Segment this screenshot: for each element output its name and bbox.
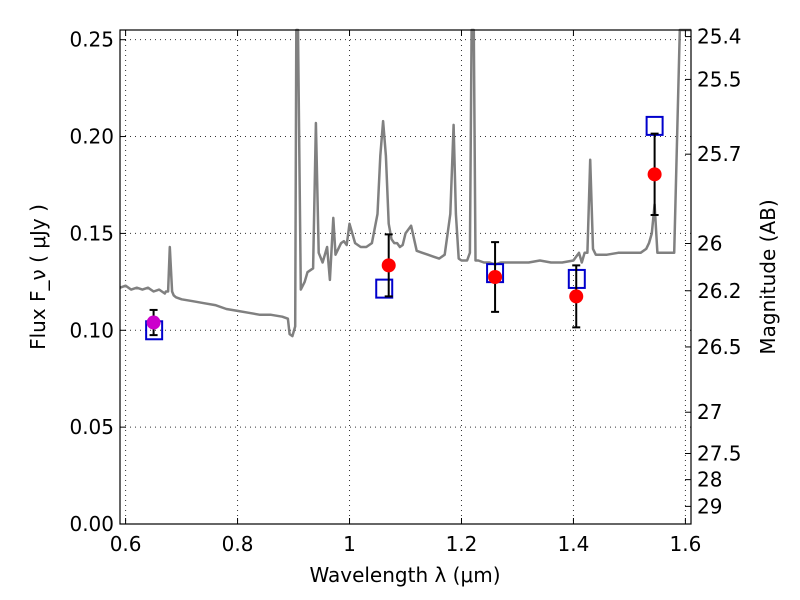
y-tick-label: 0.10 (69, 318, 114, 342)
observed-flux-point (146, 315, 161, 330)
x-tick-labels: 0.6 0.8 1 1.2 1.4 1.6 (110, 532, 702, 556)
model-spectrum-line (119, 28, 691, 338)
markers-layer (145, 115, 664, 341)
observed-flux-point (647, 167, 662, 182)
y-tick-labels: 0.00 0.05 0.10 0.15 0.20 0.25 (69, 28, 114, 536)
x-tick-label: 0.8 (222, 532, 254, 556)
right-tick-label: 28 (697, 468, 722, 492)
x-tick-label: 1.2 (446, 532, 478, 556)
x-tick-label: 1 (343, 532, 356, 556)
gridlines (120, 30, 691, 525)
model-flux-square (645, 115, 664, 136)
right-tick-label: 25.7 (697, 142, 742, 166)
right-tick-label: 25.5 (697, 67, 742, 91)
right-tick-label: 25.4 (697, 25, 742, 49)
x-axis-label: Wavelength λ (μm) (309, 563, 500, 587)
observed-flux-point (569, 289, 584, 304)
right-tick-label: 27 (697, 400, 722, 424)
axis-ticks (120, 30, 691, 525)
plot-frame (119, 29, 692, 525)
observed-flux-point (381, 258, 396, 273)
y-tick-label: 0.25 (69, 28, 114, 52)
x-tick-label: 1.6 (669, 532, 701, 556)
right-tick-label: 29 (697, 494, 722, 518)
right-tick-label: 26.2 (697, 279, 742, 303)
observed-flux-point (488, 270, 503, 284)
right-tick-label: 26 (697, 231, 722, 255)
model-spectrum-layer (119, 28, 691, 338)
x-tick-label: 0.6 (110, 532, 142, 556)
right-tick-label: 27.5 (697, 441, 742, 465)
y-tick-label: 0.20 (69, 125, 114, 149)
y-tick-label: 0.00 (69, 512, 114, 536)
right-tick-label: 26.5 (697, 335, 742, 359)
model-flux-square (375, 278, 394, 299)
right-axis-label: Magnitude (AB) (756, 199, 780, 354)
y-axis-label: Flux F_ν ( μJy ) (26, 204, 50, 350)
y-tick-label: 0.05 (69, 415, 114, 439)
y-tick-label: 0.15 (69, 221, 114, 245)
x-tick-label: 1.4 (558, 532, 590, 556)
